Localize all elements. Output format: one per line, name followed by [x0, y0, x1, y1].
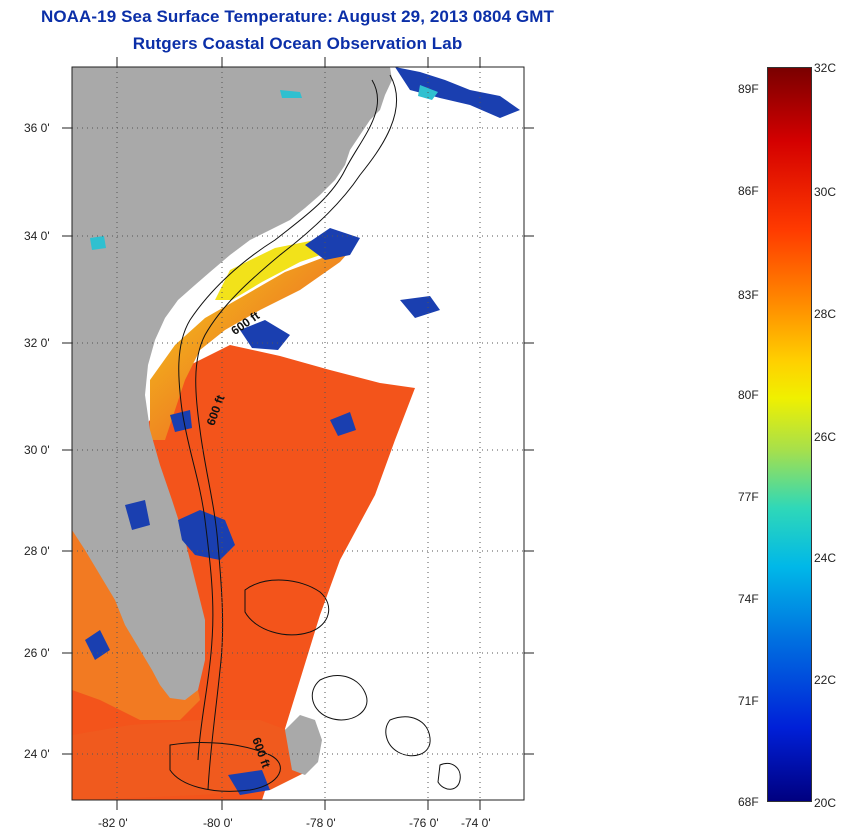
colorbar-c-30: 30C: [814, 185, 837, 199]
colorbar-c-20: 20C: [814, 796, 837, 810]
cool-patches: [85, 67, 520, 795]
map-subtitle: Rutgers Coastal Ocean Observation Lab: [132, 34, 463, 53]
sst-map: 600 ft 600 ft 600 ft: [24, 57, 534, 830]
lon-label-78: -78 0': [306, 816, 336, 830]
colorbar-f-83: 83F: [738, 288, 759, 302]
bahamas-land: [285, 715, 322, 775]
colorbar-f-68: 68F: [738, 795, 759, 809]
colorbar: [767, 67, 812, 802]
lat-label-30: 30 0': [24, 443, 50, 457]
lat-label-34: 34 0': [24, 229, 50, 243]
lat-label-26: 26 0': [24, 646, 50, 660]
lon-label-82: -82 0': [98, 816, 128, 830]
colorbar-c-28: 28C: [814, 307, 837, 321]
colorbar-f-86: 86F: [738, 184, 759, 198]
lon-label-74: -74 0': [461, 816, 491, 830]
axis-ticks: [62, 57, 534, 810]
colorbar-f-74: 74F: [738, 592, 759, 606]
map-title: NOAA-19 Sea Surface Temperature: August …: [40, 7, 555, 26]
lat-label-32: 32 0': [24, 336, 50, 350]
lat-label-24: 24 0': [24, 747, 50, 761]
colorbar-f-71: 71F: [738, 694, 759, 708]
grid-lines: [72, 67, 524, 800]
colorbar-f-80: 80F: [738, 388, 759, 402]
map-frame: [71, 66, 525, 801]
colorbar-c-32: 32C: [814, 61, 837, 75]
bathymetry-contours: [169, 74, 461, 792]
colorbar-f-89: 89F: [738, 82, 759, 96]
colorbar-c-22: 22C: [814, 673, 837, 687]
land-mass: [72, 67, 392, 700]
lat-label-36: 36 0': [24, 121, 50, 135]
colorbar-f-77: 77F: [738, 490, 759, 504]
lon-label-80: -80 0': [203, 816, 233, 830]
sst-shelf-band: [150, 245, 355, 440]
lat-label-28: 28 0': [24, 544, 50, 558]
colorbar-c-26: 26C: [814, 430, 837, 444]
lon-label-76: -76 0': [409, 816, 439, 830]
colorbar-c-24: 24C: [814, 551, 837, 565]
